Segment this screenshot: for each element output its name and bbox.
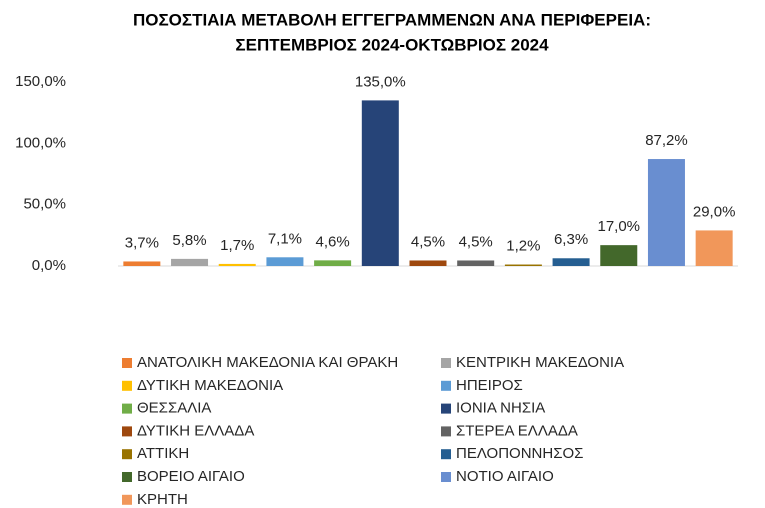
legend-swatch xyxy=(441,358,451,368)
legend-label: ΗΠΕΙΡΟΣ xyxy=(456,377,523,394)
bar xyxy=(600,245,638,266)
legend-label: ΣΤΕΡΕΑ ΕΛΛΑΔΑ xyxy=(456,422,578,439)
y-tick-label: 50,0% xyxy=(23,196,66,213)
data-label: 1,2% xyxy=(506,237,540,254)
bar xyxy=(123,261,161,266)
legend-label: ΚΡΗΤΗ xyxy=(137,491,188,508)
legend-swatch xyxy=(441,426,451,437)
bar xyxy=(171,258,209,266)
bar xyxy=(552,258,590,266)
data-label: 4,5% xyxy=(411,233,445,250)
legend-swatch xyxy=(122,472,132,482)
bar xyxy=(457,260,495,266)
bar xyxy=(409,260,447,266)
legend-swatch xyxy=(441,403,451,414)
data-label: 4,6% xyxy=(316,233,350,250)
legend-label: ΒΟΡΕΙΟ ΑΙΓΑΙΟ xyxy=(137,468,245,485)
legend-label: ΔΥΤΙΚΗ ΕΛΛΑΔΑ xyxy=(137,422,254,439)
bar xyxy=(361,100,399,267)
bar xyxy=(647,159,685,266)
legend-label: ΑΤΤΙΚΗ xyxy=(137,445,189,462)
data-label: 1,7% xyxy=(220,237,254,254)
chart-title: ΣΕΠΤΕΜΒΡΙΟΣ 2024-ΟΚΤΩΒΡΙΟΣ 2024 xyxy=(235,35,549,54)
legend-label: ΝΟΤΙΟ ΑΙΓΑΙΟ xyxy=(456,468,554,485)
y-tick-label: 150,0% xyxy=(15,73,66,90)
bar xyxy=(314,260,352,266)
legend-label: ΙΟΝΙΑ ΝΗΣΙΑ xyxy=(456,400,545,417)
legend-swatch xyxy=(122,358,132,368)
data-label: 135,0% xyxy=(355,73,406,90)
legend-swatch xyxy=(441,449,451,460)
data-label: 5,8% xyxy=(172,232,206,249)
legend-label: ΘΕΣΣΑΛΙΑ xyxy=(137,400,211,417)
legend-swatch xyxy=(122,380,132,391)
legend-label: ΔΥΤΙΚΗ ΜΑΚΕΔΟΝΙΑ xyxy=(137,377,283,394)
data-label: 29,0% xyxy=(693,203,736,220)
legend-swatch xyxy=(441,472,451,482)
legend-swatch xyxy=(122,403,132,414)
bar xyxy=(218,263,256,266)
bar xyxy=(266,257,304,266)
bar xyxy=(695,230,733,266)
bar xyxy=(504,264,542,266)
legend-label: ΚΕΝΤΡΙΚΗ ΜΑΚΕΔΟΝΙΑ xyxy=(456,354,624,371)
legend-swatch xyxy=(441,380,451,391)
data-label: 7,1% xyxy=(268,230,302,247)
chart-title: ΠΟΣΟΣΤΙΑΙΑ ΜΕΤΑΒΟΛΗ ΕΓΓΕΓΡΑΜΜΕΝΩΝ ΑΝΑ ΠΕ… xyxy=(133,10,651,29)
legend-swatch xyxy=(122,494,132,505)
y-tick-label: 0,0% xyxy=(32,257,66,274)
data-label: 3,7% xyxy=(125,234,159,251)
legend-label: ΑΝΑΤΟΛΙΚΗ ΜΑΚΕΔΟΝΙΑ ΚΑΙ ΘΡΑΚΗ xyxy=(137,354,398,371)
data-label: 87,2% xyxy=(645,132,688,149)
legend-swatch xyxy=(122,426,132,437)
data-label: 17,0% xyxy=(597,218,640,235)
legend-label: ΠΕΛΟΠΟΝΝΗΣΟΣ xyxy=(456,445,583,462)
y-tick-label: 100,0% xyxy=(15,134,66,151)
data-label: 4,5% xyxy=(459,233,493,250)
data-label: 6,3% xyxy=(554,231,588,248)
legend-swatch xyxy=(122,449,132,460)
